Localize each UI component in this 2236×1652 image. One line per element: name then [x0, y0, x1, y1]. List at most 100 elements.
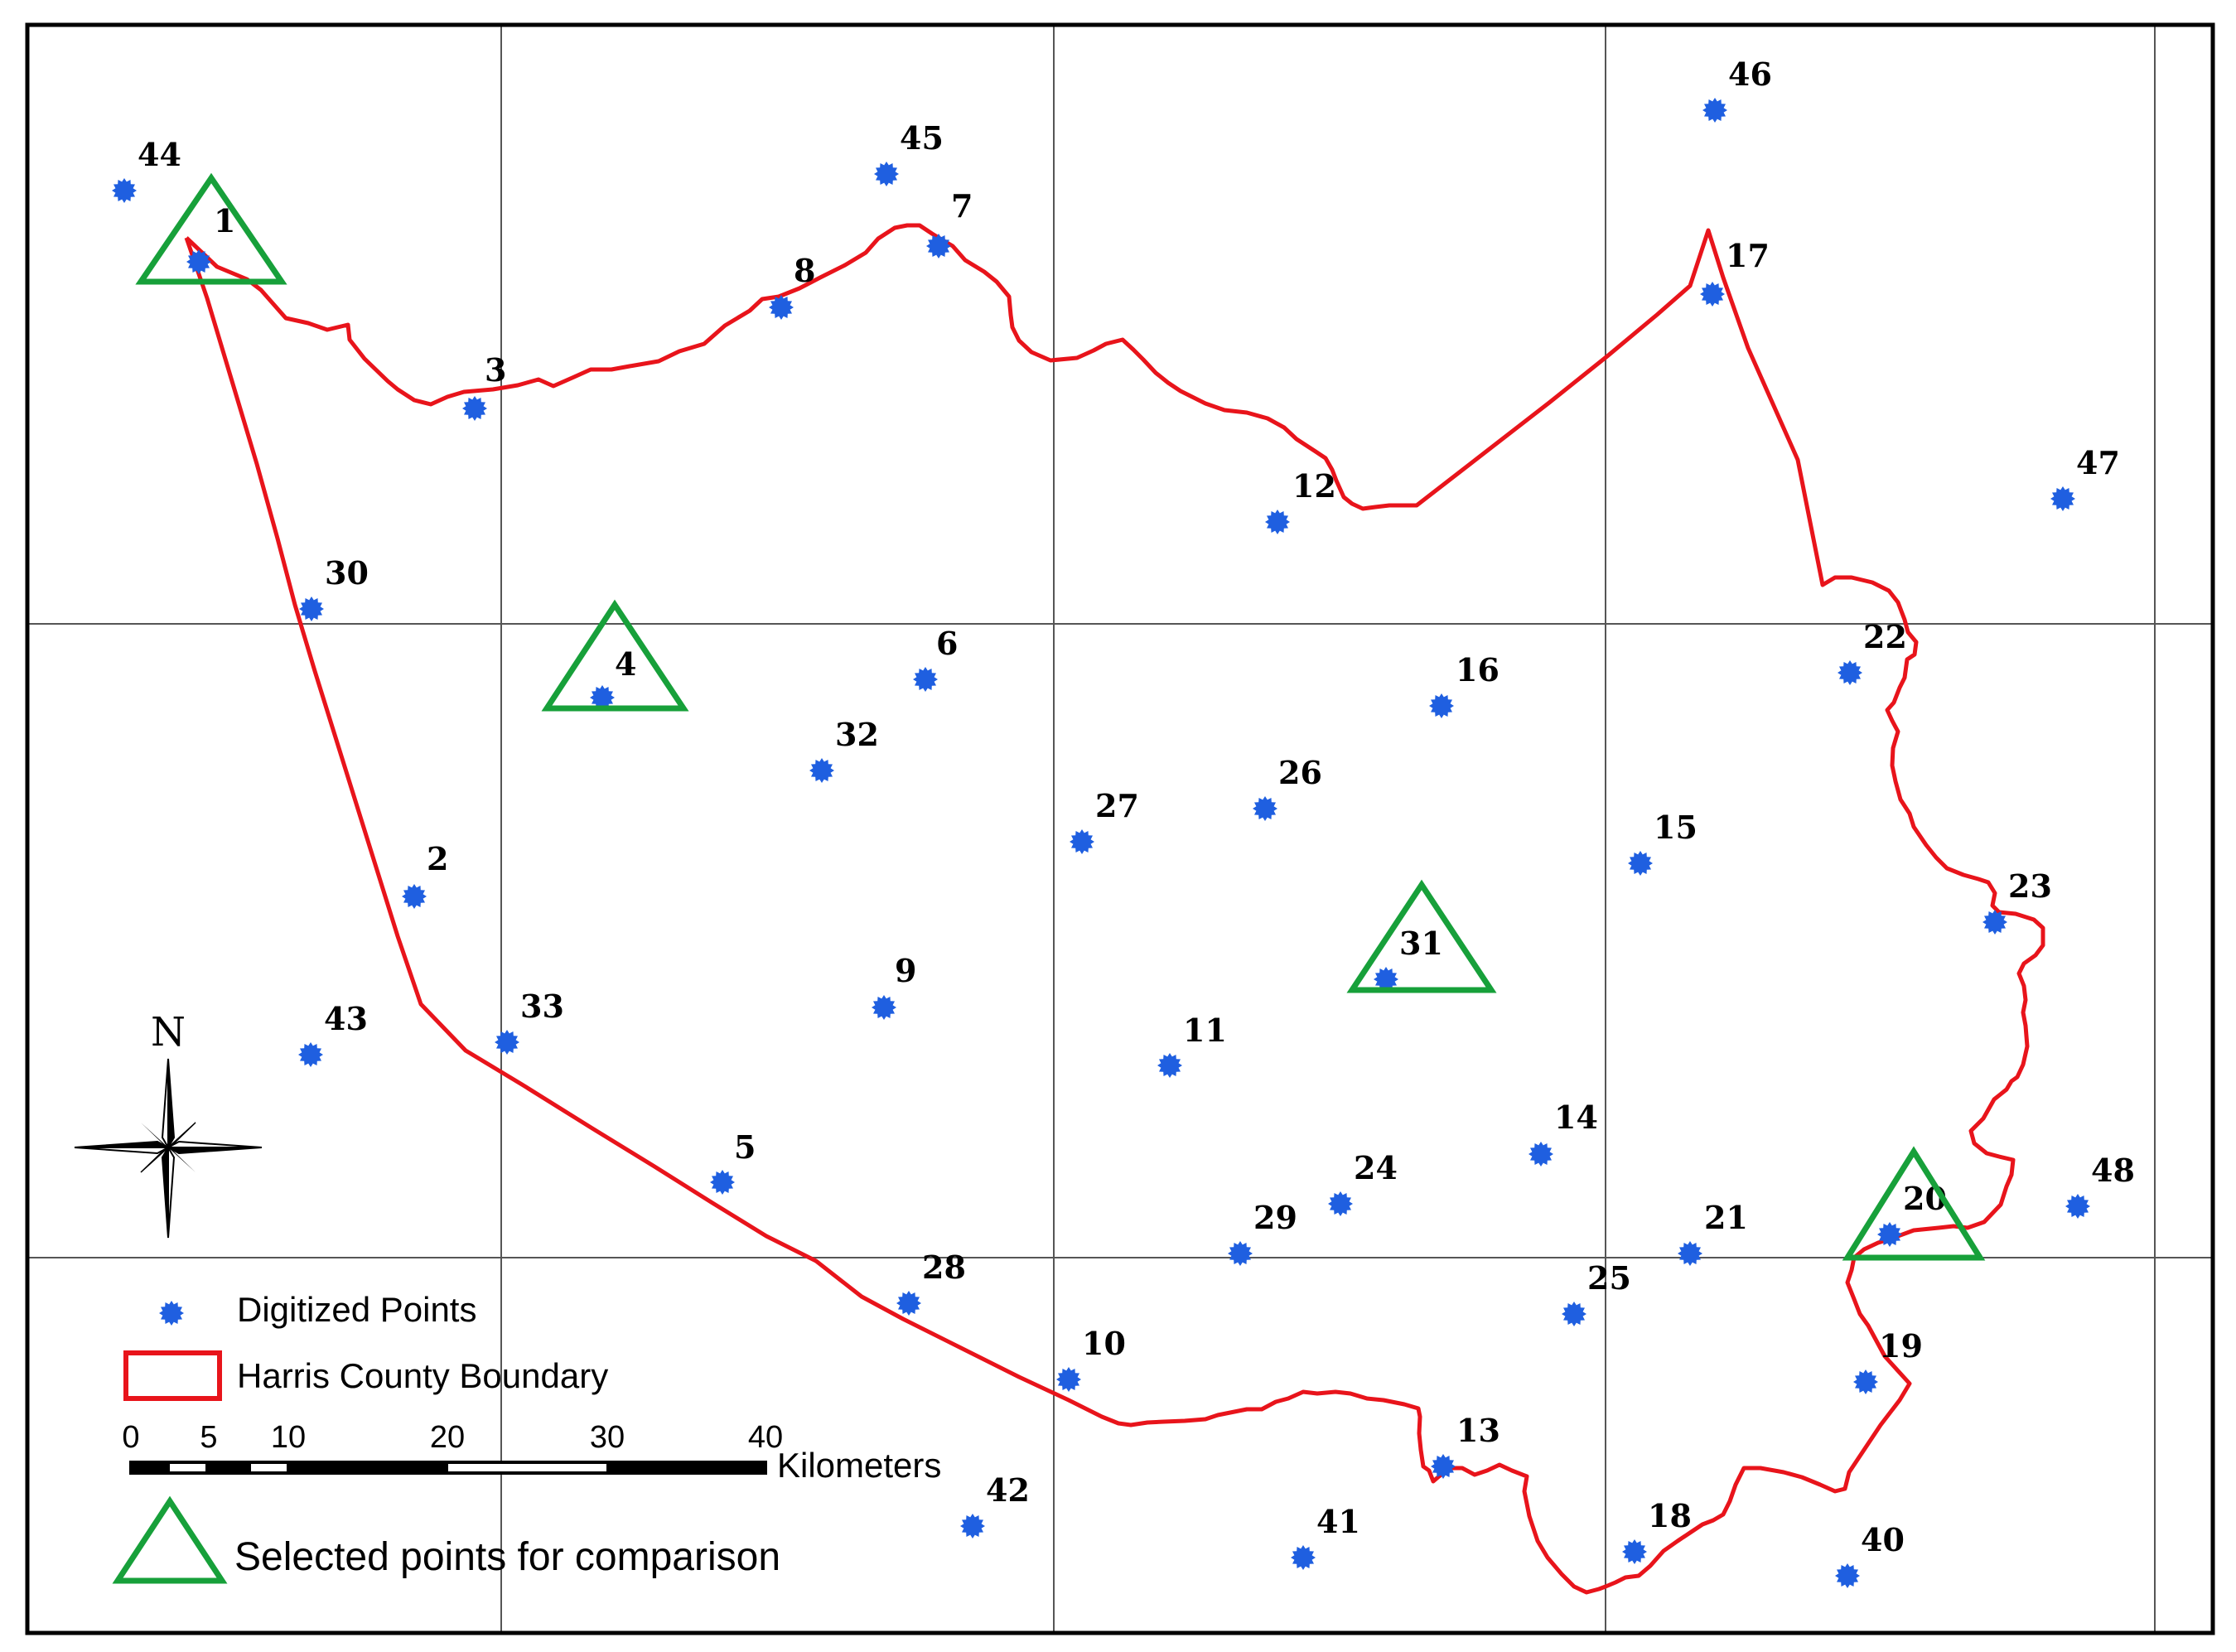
digitized-point-44: 44 [112, 136, 181, 203]
point-marker [1157, 1053, 1182, 1078]
point-marker [1265, 510, 1290, 534]
digitized-point-48: 48 [2065, 1152, 2135, 1219]
digitized-point-25: 25 [1562, 1259, 1631, 1326]
scale-tick-10: 10 [271, 1420, 306, 1455]
county-boundary [184, 223, 2045, 1595]
point-marker [186, 249, 211, 274]
point-label: 47 [2076, 444, 2120, 481]
scale-tick-0: 0 [122, 1420, 139, 1455]
point-marker [809, 758, 834, 783]
north-letter: N [151, 1009, 186, 1055]
point-label: 15 [1654, 809, 1698, 846]
point-marker [402, 884, 427, 909]
scale-unit-label: Kilometers [777, 1446, 941, 1485]
digitized-point-5: 5 [710, 1128, 756, 1195]
point-label: 41 [1316, 1503, 1360, 1540]
legend-point-symbol [159, 1301, 184, 1326]
digitized-point-14: 14 [1528, 1099, 1598, 1167]
point-label: 44 [138, 136, 181, 173]
point-label: 4 [615, 645, 636, 683]
point-marker [1374, 967, 1398, 992]
digitized-point-8: 8 [769, 252, 815, 320]
selected-point-triangle-1 [135, 172, 287, 285]
point-marker [1628, 851, 1653, 876]
selected-point-triangle-31 [1346, 879, 1497, 993]
digitized-point-19: 19 [1853, 1327, 1923, 1394]
point-marker [1328, 1191, 1353, 1216]
point-marker [1835, 1563, 1860, 1588]
digitized-point-6: 6 [913, 625, 958, 692]
point-marker [1528, 1142, 1553, 1167]
selected-points-layer [135, 172, 1986, 1261]
point-label: 2 [427, 840, 448, 877]
digitized-point-15: 15 [1628, 809, 1698, 876]
digitized-point-11: 11 [1157, 1012, 1227, 1078]
north-arrow-icon: N [74, 1009, 263, 1239]
digitized-point-7: 7 [926, 187, 973, 258]
point-marker [913, 667, 938, 692]
scale-tick-5: 5 [200, 1420, 217, 1455]
digitized-point-9: 9 [872, 952, 916, 1020]
map-frame [25, 22, 2215, 1635]
digitized-point-33: 33 [495, 988, 564, 1055]
legend-label-digitized-points: Digitized Points [237, 1290, 476, 1329]
digitized-point-30: 30 [299, 554, 369, 621]
point-marker [2065, 1194, 2090, 1219]
scale-tick-30: 30 [590, 1420, 625, 1455]
selected-point-triangle-20 [1842, 1146, 1986, 1261]
point-marker [1291, 1545, 1316, 1570]
legend-label-selected-points: Selected points for comparison [234, 1535, 780, 1579]
point-label: 27 [1095, 787, 1139, 824]
point-marker [1678, 1241, 1702, 1266]
point-marker [1562, 1302, 1586, 1326]
point-marker [769, 295, 794, 320]
point-marker [872, 995, 896, 1020]
legend-selected-symbol [112, 1495, 228, 1584]
digitized-point-47: 47 [2050, 444, 2120, 511]
point-marker [710, 1170, 735, 1195]
digitized-point-26: 26 [1253, 754, 1322, 821]
point-marker [1982, 910, 2007, 935]
digitized-point-45: 45 [874, 119, 944, 186]
point-marker [1056, 1367, 1081, 1392]
digitized-point-42: 42 [960, 1471, 1030, 1538]
point-marker [1253, 796, 1277, 821]
digitized-point-28: 28 [896, 1249, 966, 1316]
point-label: 30 [325, 554, 369, 592]
point-label: 13 [1456, 1412, 1500, 1449]
legend-label-county-boundary: Harris County Boundary [237, 1356, 608, 1395]
digitized-point-12: 12 [1265, 467, 1336, 534]
digitized-point-13: 13 [1431, 1412, 1500, 1479]
point-label: 22 [1863, 618, 1907, 655]
point-label: 40 [1861, 1521, 1905, 1558]
scale-bar-segment [251, 1464, 287, 1471]
point-label: 46 [1728, 56, 1772, 93]
point-label: 19 [1879, 1327, 1923, 1365]
point-marker [462, 396, 487, 421]
point-label: 16 [1456, 651, 1500, 688]
point-label: 48 [2091, 1152, 2135, 1189]
digitized-point-31: 31 [1374, 925, 1443, 992]
point-marker [1877, 1222, 1902, 1247]
point-marker [590, 685, 615, 710]
point-marker [874, 162, 899, 186]
point-label: 25 [1587, 1259, 1631, 1297]
point-marker [1431, 1454, 1456, 1479]
point-label: 14 [1554, 1099, 1598, 1136]
digitized-point-43: 43 [298, 1000, 368, 1067]
point-label: 24 [1354, 1149, 1398, 1186]
point-marker [1853, 1369, 1878, 1394]
point-label: 10 [1082, 1325, 1126, 1362]
point-label: 42 [986, 1471, 1030, 1509]
scale-tick-20: 20 [430, 1420, 465, 1455]
scale-bar: 0 5 10 20 30 40 Kilometers [122, 1420, 941, 1485]
scale-bar-segment [448, 1464, 606, 1471]
point-marker [495, 1030, 519, 1055]
point-marker [1702, 98, 1727, 123]
point-marker [2050, 486, 2075, 511]
digitized-point-22: 22 [1838, 618, 1907, 685]
point-marker [960, 1514, 985, 1538]
digitized-point-18: 18 [1622, 1497, 1692, 1564]
digitized-point-2: 2 [402, 840, 448, 909]
